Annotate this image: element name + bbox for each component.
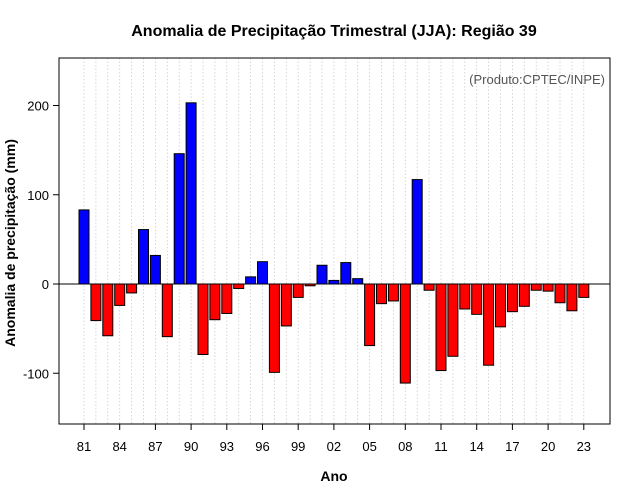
x-tick-label: 90 <box>184 439 198 454</box>
bar-2013 <box>459 283 471 310</box>
bar-2008 <box>399 283 411 384</box>
bar-2015 <box>483 283 495 366</box>
y-tick-label: 0 <box>42 277 49 292</box>
bar-1988 <box>161 283 173 338</box>
x-tick-label: 14 <box>469 439 483 454</box>
y-tick-label: 200 <box>27 99 49 114</box>
y-tick-label: -100 <box>23 366 49 381</box>
bar-2007 <box>387 283 399 302</box>
bars <box>78 102 590 384</box>
bar-2009 <box>411 179 423 285</box>
bar-1996 <box>257 261 268 285</box>
x-tick-label: 20 <box>541 439 555 454</box>
bar-1983 <box>102 283 114 337</box>
x-tick-label: 93 <box>220 439 234 454</box>
x-tick-label: 05 <box>362 439 376 454</box>
bar-2014 <box>471 283 483 315</box>
x-tick-label: 11 <box>434 439 448 454</box>
bar-2003 <box>340 262 352 285</box>
bar-1991 <box>197 283 209 356</box>
bar-2005 <box>364 283 376 347</box>
bar-2000 <box>304 283 316 287</box>
plot-frame <box>58 57 611 425</box>
bar-1992 <box>209 283 221 321</box>
x-tick-label: 84 <box>112 439 126 454</box>
bar-1999 <box>292 283 304 298</box>
x-axis-label: Ano <box>320 468 347 484</box>
x-tick-label: 81 <box>77 439 91 454</box>
bar-1981 <box>78 209 90 285</box>
bar-2011 <box>435 283 447 372</box>
bar-1984 <box>114 283 126 306</box>
x-tick-label: 23 <box>577 439 591 454</box>
bar-2019 <box>530 283 542 291</box>
bar-2016 <box>495 283 506 328</box>
bar-2010 <box>423 283 435 291</box>
bar-2002 <box>328 279 340 285</box>
x-tick-label: 02 <box>327 439 341 454</box>
bar-2006 <box>376 283 387 305</box>
grid-lines <box>83 58 585 424</box>
x-tick-label: 99 <box>291 439 305 454</box>
bar-2022 <box>566 283 578 312</box>
bar-1986 <box>138 229 149 285</box>
y-tick-label: 100 <box>27 188 49 203</box>
x-tick-label: 08 <box>398 439 412 454</box>
bar-1982 <box>90 283 102 322</box>
chart-title: Anomalia de Precipitação Trimestral (JJA… <box>131 23 537 40</box>
bar-1994 <box>233 283 245 289</box>
bar-2023 <box>578 283 590 298</box>
bar-1990 <box>185 102 197 285</box>
bar-2018 <box>518 283 530 307</box>
bar-2020 <box>542 283 554 292</box>
bar-1993 <box>221 283 233 314</box>
bar-1998 <box>280 283 292 327</box>
bar-2017 <box>506 283 518 313</box>
bar-2004 <box>352 278 364 285</box>
bar-1985 <box>126 283 138 294</box>
y-axis: -100 0 100 200 <box>23 99 59 381</box>
bar-1995 <box>245 276 257 285</box>
product-credit: (Produto:CPTEC/INPE) <box>469 72 605 87</box>
bar-2021 <box>554 283 566 304</box>
bar-1987 <box>149 254 161 285</box>
x-tick-label: 96 <box>255 439 269 454</box>
bar-1997 <box>268 283 280 373</box>
x-axis: 81 84 87 90 93 96 99 02 05 08 11 14 17 20 23 <box>77 424 591 454</box>
bar-2001 <box>316 264 328 285</box>
bar-1989 <box>173 153 185 285</box>
x-tick-label: 87 <box>148 439 162 454</box>
bar-2012 <box>447 283 459 357</box>
y-axis-label: Anomalia de precipitação (mm) <box>2 139 18 347</box>
x-tick-label: 17 <box>505 439 519 454</box>
